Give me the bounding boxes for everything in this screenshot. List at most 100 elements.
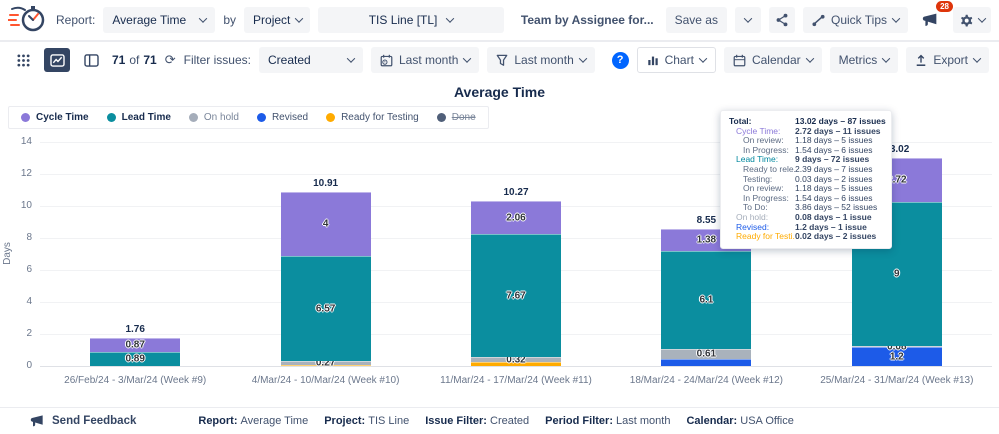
segment-value-label: 0.61: [696, 348, 717, 360]
legend-item[interactable]: Cycle Time: [21, 112, 89, 123]
chevron-down-icon: [199, 14, 208, 23]
chevron-down-icon: [977, 14, 987, 23]
period-filter-button[interactable]: Last month: [487, 47, 595, 73]
bar-segment[interactable]: [661, 349, 752, 359]
legend-item[interactable]: Ready for Testing: [326, 112, 419, 123]
calendar-icon: [733, 54, 746, 66]
tooltip-row: Revised: 1.2 days – 1 issue: [729, 221, 883, 233]
bar-segment[interactable]: [661, 251, 752, 349]
legend-item[interactable]: Revised: [256, 112, 309, 123]
segment-value-label: 9: [894, 268, 900, 280]
calendar-menu-button[interactable]: Calendar: [723, 47, 822, 73]
save-as-button[interactable]: Save as: [665, 7, 727, 33]
footer-summary-item: Report: Average Time: [198, 415, 309, 427]
tooltip-row-label: In Progress:: [743, 145, 789, 155]
bar-segment[interactable]: [471, 201, 561, 234]
segment-value-label: 1.2: [889, 351, 904, 362]
tooltip-row-value: 1.18 days – 5 issues: [795, 183, 873, 194]
report-select[interactable]: Average Time: [103, 7, 216, 33]
x-axis-category-label: 18/Mar/24 - 24/Mar/24 (Week #12): [629, 375, 783, 386]
x-axis-category-label: 11/Mar/24 - 17/Mar/24 (Week #11): [440, 375, 592, 386]
tooltip-row-value: 0.08 days – 1 issue: [795, 211, 872, 222]
tooltip-row-value: 1.2 days – 1 issue: [795, 221, 867, 232]
group-by-select[interactable]: Project: [244, 7, 311, 33]
calendar-period-button[interactable]: Last month: [371, 47, 480, 73]
quick-tips-button[interactable]: Quick Tips: [802, 7, 908, 33]
bar-segment[interactable]: [851, 346, 942, 347]
bar-segment[interactable]: [280, 365, 371, 366]
bar-segment[interactable]: [280, 361, 371, 365]
tooltip-row: Total: 13.02 days – 87 issues: [729, 116, 886, 127]
footer-summary-item: Project: TIS Line: [324, 415, 410, 427]
tooltip-row-label: Revised:: [736, 222, 770, 232]
tooltip-row-value: 1.54 days – 6 issues: [795, 144, 873, 155]
tooltip-row: Ready for Testi... 0.02 days – 2 issues: [729, 232, 883, 242]
legend-label: Lead Time: [121, 112, 171, 123]
footer-bar: Send Feedback Report: Average Time Projec…: [0, 407, 999, 434]
footer-summary-item: Period Filter: Last month: [545, 415, 671, 427]
chart-view-button[interactable]: [44, 48, 70, 72]
tooltip-row: In Progress: 1.54 days – 6 issues: [729, 193, 883, 204]
project-select[interactable]: TIS Line [TL]: [318, 7, 505, 33]
settings-button[interactable]: [953, 7, 991, 33]
legend-item[interactable]: Done: [436, 112, 476, 123]
bar-segment[interactable]: [851, 347, 942, 366]
bar-segment[interactable]: [280, 256, 371, 361]
chevron-down-icon: [805, 54, 814, 63]
megaphone-icon: [922, 13, 937, 26]
legend-item[interactable]: Lead Time: [106, 112, 171, 123]
legend-label: Cycle Time: [36, 112, 89, 123]
x-axis-category-label: 26/Feb/24 - 3/Mar/24 (Week #9): [64, 375, 207, 386]
bar-segment[interactable]: [661, 359, 752, 366]
segment-value-label: 6.1: [699, 294, 714, 306]
legend-item[interactable]: On hold: [188, 112, 239, 123]
send-feedback-button[interactable]: Send Feedback: [30, 414, 136, 429]
bar-segment[interactable]: [471, 234, 561, 357]
segment-value-label: 0.32: [506, 354, 526, 365]
metrics-menu-button[interactable]: Metrics: [829, 47, 899, 73]
x-axis-category-label: 4/Mar/24 - 10/Mar/24 (Week #10): [251, 375, 400, 386]
chart-menu-button[interactable]: Chart: [636, 47, 716, 73]
tooltip-row-label: In Progress:: [743, 193, 789, 203]
bar-segment[interactable]: [280, 192, 371, 256]
board-view-button[interactable]: [78, 48, 104, 72]
chart-title: Average Time: [453, 84, 546, 100]
help-button[interactable]: ?: [611, 51, 629, 69]
tooltip-row-value: 13.02 days – 87 issues: [795, 116, 886, 126]
notifications-button[interactable]: 28: [916, 1, 953, 33]
legend-label: Ready for Testing: [341, 112, 419, 123]
legend-label: On hold: [203, 112, 239, 123]
chevron-down-icon: [346, 54, 356, 63]
app-logo: [7, 2, 48, 39]
bar-chart-icon: [647, 56, 658, 66]
tooltip-row: Testing: 0.03 days – 2 issues: [729, 174, 883, 185]
bar-total-label: 10.27: [503, 187, 529, 198]
bar-segment[interactable]: [471, 357, 561, 362]
y-axis-tick: 6: [26, 264, 32, 275]
tooltip-row-label: To Do:: [743, 203, 768, 213]
footer-summary: Report: Average Time Project: TIS Line Iss…: [198, 415, 794, 427]
saved-report-name[interactable]: Team by Assignee for...: [520, 13, 654, 27]
tooltip-row-label: On review:: [743, 184, 784, 194]
tooltip-row: Ready to rele... 2.39 days – 7 issues: [729, 164, 883, 175]
apps-grid-button[interactable]: [10, 48, 36, 72]
legend-dot-icon: [256, 113, 266, 122]
board-view-icon: [83, 53, 99, 67]
chart-tooltip: Total: 13.02 days – 87 issues Cycle Time: 2…: [720, 110, 892, 249]
export-menu-button[interactable]: Export: [906, 47, 989, 73]
grid-icon: [16, 53, 30, 67]
legend-label: Done: [451, 112, 476, 123]
legend-label: Revised: [271, 112, 309, 123]
bar-segment[interactable]: [90, 338, 181, 352]
issue-filter-select[interactable]: Created: [259, 47, 363, 73]
share-button[interactable]: [768, 7, 795, 33]
bar-segment[interactable]: [471, 362, 561, 366]
tooltip-row: Lead Time: 9 days – 72 issues: [729, 155, 883, 165]
chevron-down-icon: [882, 54, 891, 63]
refresh-button[interactable]: ⟳: [164, 52, 176, 67]
y-axis-tick: 12: [20, 168, 32, 179]
bar-segment[interactable]: [90, 352, 181, 366]
save-options-button[interactable]: [734, 7, 761, 33]
legend-dot-icon: [436, 113, 446, 122]
chevron-down-icon: [295, 14, 304, 23]
